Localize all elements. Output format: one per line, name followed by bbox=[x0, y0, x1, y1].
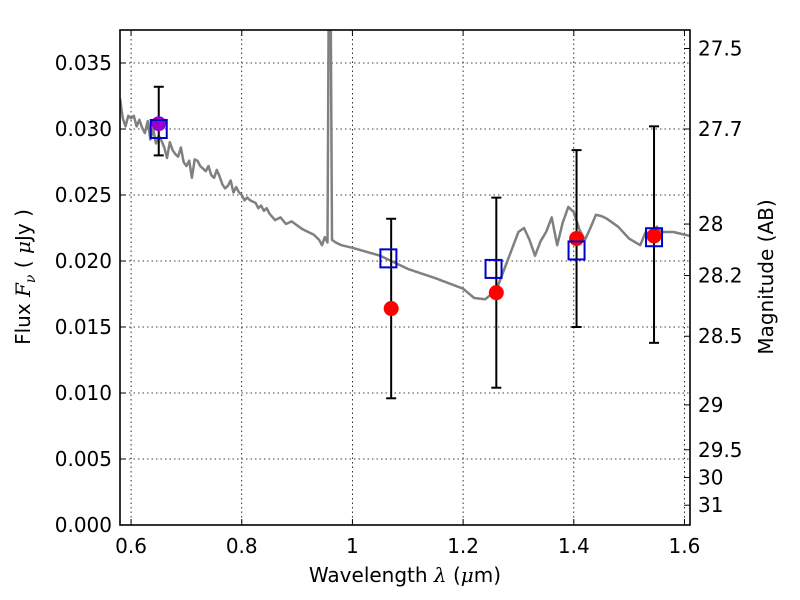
magnitude-tick-label: 30 bbox=[698, 465, 723, 489]
magnitude-tick-label: 29.5 bbox=[698, 438, 743, 462]
x-tick-label: 0.8 bbox=[226, 534, 258, 558]
y-tick-label: 0.010 bbox=[55, 381, 112, 405]
y-tick-label: 0.035 bbox=[55, 51, 112, 75]
magnitude-tick-labels: 27.5 27.7 28 28.2 28.5 29 29.5 30 31 bbox=[698, 36, 743, 517]
y-tick-label: 0.000 bbox=[55, 513, 112, 537]
y-tick-labels: 0.000 0.005 0.010 0.015 0.020 0.025 0.030 0.035 bbox=[55, 51, 112, 537]
observed-point bbox=[151, 116, 167, 132]
magnitude-axis-label: Magnitude (AB) bbox=[754, 199, 778, 354]
magnitude-tick-label: 28.2 bbox=[698, 264, 743, 288]
x-tick-label: 0.6 bbox=[115, 534, 147, 558]
magnitude-tick-label: 28 bbox=[698, 212, 723, 236]
y-axis-label: Flux Fν ( μJy ) bbox=[11, 209, 39, 345]
observed-point bbox=[569, 231, 585, 247]
observed-point bbox=[383, 301, 399, 317]
x-tick-label: 1 bbox=[346, 534, 359, 558]
x-tick-label: 1.2 bbox=[447, 534, 479, 558]
magnitude-tick-label: 27.7 bbox=[698, 117, 743, 141]
magnitude-tick-label: 31 bbox=[698, 493, 723, 517]
magnitude-tick-label: 27.5 bbox=[698, 36, 743, 60]
y-tick-label: 0.020 bbox=[55, 249, 112, 273]
model-photometry-point bbox=[149, 119, 168, 139]
x-axis-label: Wavelength λ (μm) bbox=[309, 563, 501, 587]
y-tick-label: 0.030 bbox=[55, 117, 112, 141]
x-tick-labels: 0.6 0.8 1 1.2 1.4 1.6 bbox=[115, 534, 700, 558]
model-photometry-point bbox=[645, 227, 664, 248]
y-tick-label: 0.015 bbox=[55, 315, 112, 339]
axis-ticks bbox=[120, 30, 690, 526]
x-tick-label: 1.6 bbox=[669, 534, 701, 558]
observed-point bbox=[488, 285, 504, 301]
observed-point bbox=[646, 228, 662, 244]
spectrum-line bbox=[120, 30, 690, 301]
model-photometry-points bbox=[149, 119, 664, 279]
model-photometry-point bbox=[567, 240, 586, 261]
model-photometry-point bbox=[484, 258, 503, 279]
magnitude-tick-label: 29 bbox=[698, 393, 723, 417]
y-tick-label: 0.005 bbox=[55, 447, 112, 471]
y-tick-label: 0.025 bbox=[55, 183, 112, 207]
plot-frame bbox=[119, 29, 691, 526]
x-tick-label: 1.4 bbox=[558, 534, 590, 558]
model-photometry-point bbox=[379, 248, 398, 269]
magnitude-tick-label: 28.5 bbox=[698, 324, 743, 348]
model-spectrum bbox=[120, 30, 690, 301]
grid bbox=[120, 30, 690, 526]
